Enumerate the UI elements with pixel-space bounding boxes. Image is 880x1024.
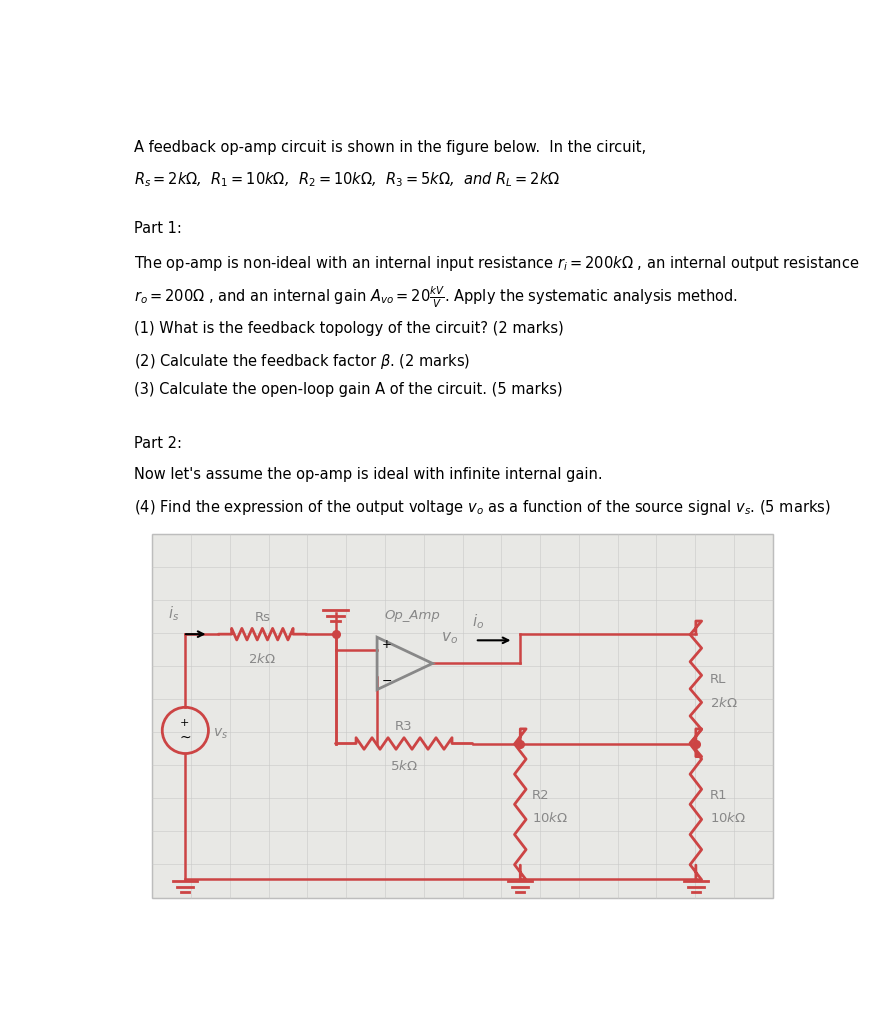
Text: RL: RL bbox=[709, 673, 726, 686]
Text: Now let's assume the op-amp is ideal with infinite internal gain.: Now let's assume the op-amp is ideal wit… bbox=[134, 467, 603, 482]
Text: $r_o = 200\Omega$ , and an internal gain $A_{vo} = 20\frac{kV}{V}$. Apply the sy: $r_o = 200\Omega$ , and an internal gain… bbox=[134, 285, 737, 310]
Text: $2k\Omega$: $2k\Omega$ bbox=[709, 695, 737, 710]
Text: −: − bbox=[382, 676, 392, 688]
Text: +: + bbox=[180, 719, 189, 728]
Text: ~: ~ bbox=[180, 731, 191, 745]
Text: $i_s$: $i_s$ bbox=[168, 605, 180, 624]
FancyBboxPatch shape bbox=[152, 535, 773, 897]
Text: The op-amp is non-ideal with an internal input resistance $r_i = 200k\Omega$ , a: The op-amp is non-ideal with an internal… bbox=[134, 254, 860, 272]
Text: $2k\Omega$: $2k\Omega$ bbox=[248, 652, 276, 666]
Text: Op_Amp: Op_Amp bbox=[385, 609, 440, 622]
Text: $v_o$: $v_o$ bbox=[441, 631, 458, 646]
Text: $R_s = 2k\Omega$,  $R_1 = 10k\Omega$,  $R_2 = 10k\Omega$,  $R_3 = 5k\Omega$,  $a: $R_s = 2k\Omega$, $R_1 = 10k\Omega$, $R_… bbox=[134, 171, 560, 189]
Text: R1: R1 bbox=[709, 788, 728, 802]
Text: (4) Find the expression of the output voltage $v_o$ as a function of the source : (4) Find the expression of the output vo… bbox=[134, 498, 831, 517]
Text: +: + bbox=[382, 638, 392, 651]
Text: $10k\Omega$: $10k\Omega$ bbox=[532, 811, 568, 825]
Text: (2) Calculate the feedback factor $\beta$. (2 marks): (2) Calculate the feedback factor $\beta… bbox=[134, 351, 470, 371]
Text: A feedback op-amp circuit is shown in the figure below.  In the circuit,: A feedback op-amp circuit is shown in th… bbox=[134, 140, 646, 155]
Text: Part 1:: Part 1: bbox=[134, 220, 181, 236]
Text: R2: R2 bbox=[532, 788, 549, 802]
Text: (1) What is the feedback topology of the circuit? (2 marks): (1) What is the feedback topology of the… bbox=[134, 321, 563, 336]
Text: Part 2:: Part 2: bbox=[134, 436, 182, 452]
Text: $5k\Omega$: $5k\Omega$ bbox=[390, 759, 418, 773]
Text: $i_o$: $i_o$ bbox=[472, 612, 484, 631]
Text: $10k\Omega$: $10k\Omega$ bbox=[709, 811, 746, 825]
Text: Rs: Rs bbox=[254, 611, 270, 625]
Text: (3) Calculate the open-loop gain A of the circuit. (5 marks): (3) Calculate the open-loop gain A of th… bbox=[134, 382, 562, 397]
Text: $v_s$: $v_s$ bbox=[213, 726, 228, 740]
Text: R3: R3 bbox=[395, 721, 413, 733]
